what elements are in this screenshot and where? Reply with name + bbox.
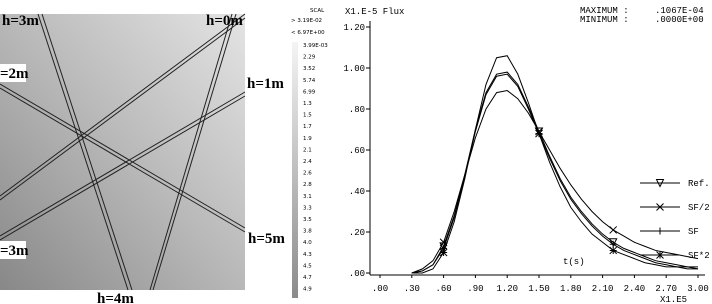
x-tick-label: .60 [435, 284, 451, 294]
x-tick-label: 1.50 [528, 284, 550, 294]
chart: X1.E-5 Flux MAXIMUM : .1067E-04 MINIMUM … [343, 6, 709, 304]
map-label: =2m [0, 66, 29, 82]
y-tick-label: 1.00 [343, 64, 365, 74]
scale-bar [292, 42, 298, 298]
series-line [411, 71, 698, 274]
scale-max: > 3.19E-02 [291, 18, 322, 24]
legend-marker [656, 227, 664, 235]
marker [608, 238, 618, 247]
stat-name: MINIMUM : [580, 15, 629, 25]
x-axis-unit: X1.E5 [660, 295, 687, 304]
scale-label: 5.74 [303, 78, 316, 84]
x-tick-label: 2.10 [592, 284, 614, 294]
marker [535, 129, 543, 138]
stat-value: .0000E+00 [655, 15, 704, 25]
scale-label: 2.1 [303, 147, 312, 153]
legend-label: SF [688, 227, 699, 237]
series-line [411, 73, 699, 274]
scale-label: 1.7 [303, 124, 312, 130]
marker [609, 226, 618, 234]
scale-label: 2.6 [303, 171, 312, 177]
series-line [411, 55, 698, 274]
scale-label: 3.5 [303, 217, 312, 223]
series-line [411, 90, 699, 274]
map-label: h=0m [206, 13, 243, 29]
scale-label: 2.8 [303, 182, 312, 188]
scale-label: 4.5 [303, 263, 312, 269]
y-tick-label: .80 [349, 105, 365, 115]
x-tick-label: 2.40 [624, 284, 646, 294]
marker [609, 240, 617, 248]
legend-label: SF*2 [688, 251, 710, 261]
y-tick-label: 1.20 [343, 23, 365, 33]
legend-marker [656, 251, 664, 259]
field-map: h=3m h=0m =2m h=1m =3m h=5m h=4m [0, 13, 288, 304]
x-tick-label: .00 [372, 284, 388, 294]
stat-value: .1067E-04 [655, 6, 704, 16]
scale-label: 4.0 [303, 240, 312, 246]
map-label: h=4m [97, 291, 134, 304]
legend-marker [656, 203, 664, 211]
scale-min: < 6.97E+00 [291, 30, 325, 36]
scale-label: 3.99E-03 [303, 43, 328, 49]
marker [439, 248, 448, 257]
y-tick-label: .00 [349, 269, 365, 279]
x-tick-label: 1.80 [560, 284, 582, 294]
scale-label: 4.9 [303, 287, 312, 293]
y-tick-label: .20 [349, 228, 365, 238]
scale-label: 2.29 [303, 55, 316, 61]
x-tick-label: 2.70 [655, 284, 677, 294]
scale-label: 4.7 [303, 275, 312, 281]
y-axis-label: X1.E-5 Flux [345, 7, 404, 17]
x-axis-label: t(s) [563, 257, 585, 267]
y-tick-label: .60 [349, 146, 365, 156]
stat-name: MAXIMUM : [580, 6, 629, 16]
scale-label: 3.52 [303, 66, 315, 72]
legend-label: Ref. [688, 179, 710, 189]
legend-marker [655, 179, 665, 188]
field [0, 14, 245, 290]
scale-label: 6.99 [303, 89, 316, 95]
x-tick-label: 3.00 [687, 284, 709, 294]
scale-label: 3.8 [303, 229, 312, 235]
map-label: h=1m [247, 76, 284, 92]
scale-label: 2.4 [303, 159, 312, 165]
scale-label: 3.3 [303, 205, 312, 211]
marker [609, 246, 618, 255]
scale-label: 1.3 [303, 101, 312, 107]
scale-label: 3.1 [303, 194, 312, 200]
x-tick-label: .30 [404, 284, 420, 294]
map-label: h=5m [248, 231, 285, 247]
scale: SCAL > 3.19E-02 < 6.97E+00 3.99E-03 2.29 3… [291, 8, 328, 298]
x-tick-label: 1.20 [496, 284, 518, 294]
scale-label: 4.3 [303, 252, 312, 258]
legend-label: SF/2 [688, 203, 710, 213]
scale-label: 1.5 [303, 113, 312, 119]
scale-label: 1.9 [303, 136, 312, 142]
map-label: =3m [0, 243, 29, 259]
map-label: h=3m [2, 13, 39, 29]
lines [0, 13, 246, 291]
x-tick-label: .90 [467, 284, 483, 294]
scale-title: SCAL [310, 8, 325, 14]
y-tick-label: .40 [349, 187, 365, 197]
